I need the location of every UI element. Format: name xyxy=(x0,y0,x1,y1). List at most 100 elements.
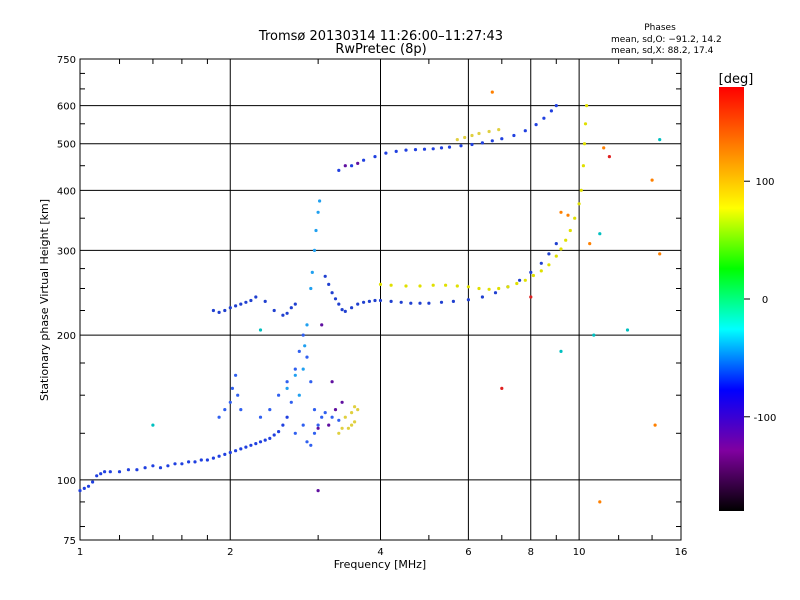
data-point xyxy=(362,158,366,162)
data-point xyxy=(573,216,577,220)
data-point xyxy=(455,138,459,142)
data-point xyxy=(228,450,232,455)
data-point xyxy=(333,408,338,412)
data-point xyxy=(439,300,444,304)
data-point xyxy=(297,393,301,397)
data-point xyxy=(312,248,317,252)
data-point xyxy=(272,308,276,313)
data-point xyxy=(582,142,587,146)
y-axis: 75 100 200 300 400 500 600 750 xyxy=(57,55,681,547)
data-point xyxy=(316,210,320,214)
data-point xyxy=(244,300,248,304)
data-point xyxy=(389,283,393,287)
data-point xyxy=(506,285,510,289)
data-point xyxy=(305,323,309,327)
data-point xyxy=(293,302,297,306)
data-point xyxy=(135,468,139,472)
data-point xyxy=(303,344,307,348)
data-point xyxy=(581,164,586,168)
data-point xyxy=(272,433,276,437)
data-point xyxy=(82,486,86,490)
data-point xyxy=(607,155,612,159)
data-point xyxy=(583,122,588,126)
data-point xyxy=(459,144,463,148)
data-point xyxy=(151,464,155,468)
data-point xyxy=(534,123,538,127)
data-point xyxy=(422,147,427,151)
data-point xyxy=(223,452,227,456)
data-point xyxy=(86,484,91,488)
data-point xyxy=(126,468,130,472)
data-point xyxy=(451,299,455,303)
data-point xyxy=(529,270,533,274)
y-axis-label: Stationary phase Virtual Height [km] xyxy=(38,199,51,401)
data-point xyxy=(199,458,203,462)
data-point xyxy=(78,489,82,493)
data-point xyxy=(316,423,320,427)
data-point xyxy=(373,155,377,159)
data-point xyxy=(314,228,318,233)
data-point xyxy=(529,295,533,299)
data-point xyxy=(301,423,305,427)
data-point xyxy=(356,161,360,165)
data-point xyxy=(281,313,285,317)
x-axis-label: Frequency [MHz] xyxy=(334,558,426,571)
data-point xyxy=(289,400,293,404)
x-tick-label: 8 xyxy=(528,547,534,558)
x-tick-label: 6 xyxy=(465,547,471,558)
data-point xyxy=(293,373,297,377)
data-point xyxy=(289,306,293,310)
data-point xyxy=(343,164,347,168)
data-point xyxy=(439,146,444,150)
data-point xyxy=(598,500,602,504)
x-axis: 1 2 4 6 8 10 16 xyxy=(77,59,687,558)
x-tick-label: 2 xyxy=(227,547,233,558)
y-tick-label: 750 xyxy=(57,55,76,66)
data-point xyxy=(263,299,267,303)
data-point xyxy=(158,466,163,470)
data-point xyxy=(480,295,484,299)
data-point xyxy=(497,286,501,291)
data-point xyxy=(268,408,272,412)
colorbar-tick-label: -100 xyxy=(754,413,777,424)
data-point xyxy=(285,311,289,315)
data-point xyxy=(559,247,563,251)
data-point xyxy=(350,423,354,427)
data-point xyxy=(490,90,494,94)
data-point xyxy=(330,415,334,419)
data-point xyxy=(239,408,243,412)
data-point xyxy=(180,462,184,466)
data-point xyxy=(173,462,177,466)
data-point xyxy=(547,252,551,256)
x-tick-label: 10 xyxy=(573,547,586,558)
data-point xyxy=(373,298,377,303)
data-point xyxy=(337,168,341,172)
data-point xyxy=(539,269,543,273)
data-point xyxy=(384,151,388,155)
data-point xyxy=(285,415,289,419)
data-point xyxy=(409,301,413,305)
data-point xyxy=(455,284,459,288)
y-tick-label: 300 xyxy=(57,246,76,257)
y-tick-label: 600 xyxy=(57,102,76,113)
chart-title: Tromsø 20130314 11:26:00–11:27:43 xyxy=(258,29,503,44)
data-point xyxy=(362,300,366,304)
data-point xyxy=(258,440,263,444)
data-point xyxy=(554,242,558,246)
data-point xyxy=(350,306,354,310)
data-point xyxy=(356,302,360,306)
data-point xyxy=(117,470,122,474)
data-point xyxy=(305,355,309,359)
data-point xyxy=(418,284,422,288)
data-point xyxy=(625,328,630,332)
data-point xyxy=(356,408,360,412)
data-point xyxy=(330,291,334,295)
data-point xyxy=(258,328,263,332)
data-point xyxy=(340,308,344,312)
data-point xyxy=(658,252,662,256)
data-point xyxy=(285,386,289,390)
data-point xyxy=(427,301,431,305)
colorbar-tick-label: 100 xyxy=(755,177,774,188)
data-point xyxy=(95,474,99,478)
